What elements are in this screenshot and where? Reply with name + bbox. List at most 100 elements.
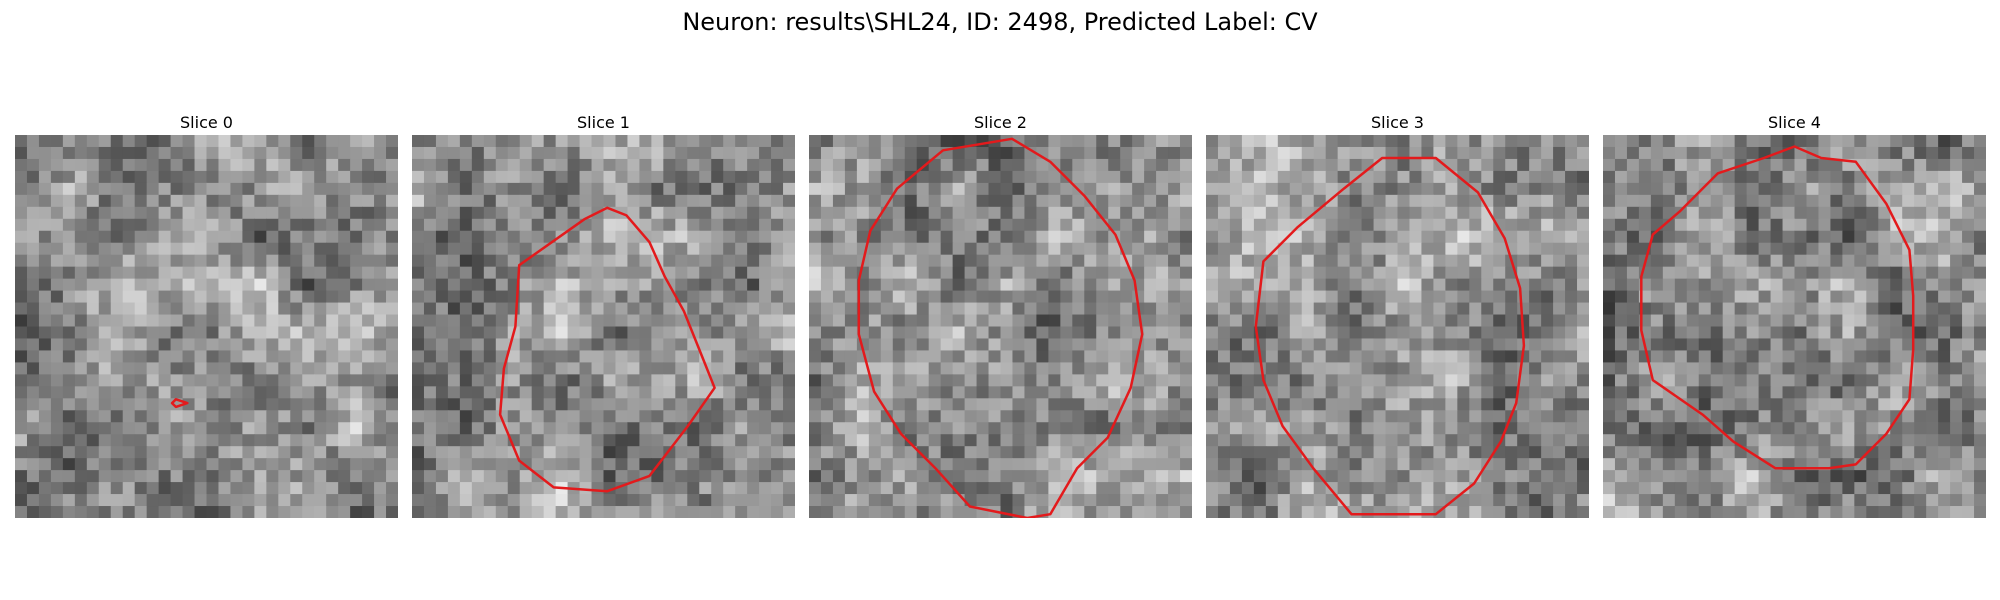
pixel <box>543 135 557 148</box>
pixel <box>1024 206 1038 220</box>
pixel <box>230 482 244 495</box>
pixel <box>110 314 124 328</box>
pixel <box>820 482 834 495</box>
pixel <box>892 206 906 220</box>
pixel <box>699 338 712 352</box>
pixel <box>1337 206 1351 220</box>
pixel <box>1577 374 1589 387</box>
pixel <box>447 326 461 340</box>
pixel <box>435 194 449 208</box>
pixel <box>38 314 52 328</box>
pixel <box>1698 135 1712 148</box>
pixel <box>326 362 339 375</box>
pixel <box>1529 218 1542 232</box>
pixel <box>1854 302 1867 316</box>
pixel <box>639 374 652 387</box>
pixel <box>254 242 267 256</box>
pixel <box>1469 374 1482 387</box>
pixel <box>362 350 375 364</box>
pixel <box>1914 410 1927 423</box>
pixel <box>170 314 184 328</box>
pixel <box>50 446 64 459</box>
pixel <box>1289 338 1303 352</box>
pixel <box>50 338 64 352</box>
pixel <box>459 362 473 375</box>
pixel <box>1132 506 1145 518</box>
pixel <box>1397 170 1411 184</box>
pixel <box>1325 254 1339 268</box>
pixel <box>1758 326 1772 340</box>
pixel <box>230 242 244 256</box>
pixel <box>940 170 954 184</box>
pixel <box>1108 242 1121 256</box>
pixel <box>1265 470 1279 483</box>
pixel <box>1445 170 1458 184</box>
pixel <box>1818 230 1832 244</box>
pixel <box>1012 266 1026 280</box>
pixel <box>627 446 641 459</box>
pixel <box>711 494 724 507</box>
pixel <box>483 266 497 280</box>
pixel <box>988 410 1002 423</box>
pixel <box>1950 278 1963 292</box>
pixel <box>1565 135 1578 148</box>
pixel <box>290 290 303 304</box>
pixel <box>507 482 521 495</box>
pixel <box>1974 230 1986 244</box>
pixel <box>1397 278 1411 292</box>
pixel <box>1626 230 1640 244</box>
pixel <box>146 350 160 364</box>
pixel <box>1337 482 1351 495</box>
pixel <box>362 362 375 375</box>
pixel <box>1325 135 1339 148</box>
pixel <box>904 338 918 352</box>
pixel <box>1120 458 1133 471</box>
pixel <box>1902 182 1915 196</box>
pixel <box>1349 314 1363 328</box>
pixel <box>952 182 966 196</box>
pixel <box>892 218 906 232</box>
pixel <box>904 458 918 471</box>
pixel <box>158 170 172 184</box>
pixel <box>15 230 28 244</box>
pixel <box>110 470 124 483</box>
pixel <box>471 374 485 387</box>
pixel <box>1180 158 1192 172</box>
pixel <box>1277 302 1291 316</box>
pixel <box>809 158 822 172</box>
pixel <box>591 470 605 483</box>
pixel <box>15 482 28 495</box>
pixel <box>1289 266 1303 280</box>
pixel <box>1577 458 1589 471</box>
pixel <box>1878 314 1891 328</box>
pixel <box>1241 338 1255 352</box>
pixel <box>832 470 846 483</box>
pixel <box>1313 302 1327 316</box>
pixel <box>1277 242 1291 256</box>
pixel <box>423 458 437 471</box>
pixel <box>1144 386 1157 399</box>
pixel <box>50 374 64 387</box>
pixel <box>783 374 795 387</box>
pixel <box>928 182 942 196</box>
pixel <box>1024 254 1038 268</box>
pixel <box>98 302 112 316</box>
pixel <box>1469 170 1482 184</box>
pixel <box>1373 266 1387 280</box>
pixel <box>1180 434 1192 447</box>
pixel <box>735 182 748 196</box>
pixel <box>1036 470 1049 483</box>
pixel <box>62 506 76 518</box>
pixel <box>314 482 327 495</box>
pixel <box>1469 266 1482 280</box>
pixel <box>158 278 172 292</box>
pixel <box>507 135 521 148</box>
pixel <box>1144 326 1157 340</box>
pixel <box>1168 326 1181 340</box>
pixel <box>1421 458 1435 471</box>
pixel <box>1493 254 1506 268</box>
pixel <box>1120 482 1133 495</box>
pixel <box>675 266 688 280</box>
pixel <box>1722 350 1736 364</box>
pixel <box>374 230 387 244</box>
